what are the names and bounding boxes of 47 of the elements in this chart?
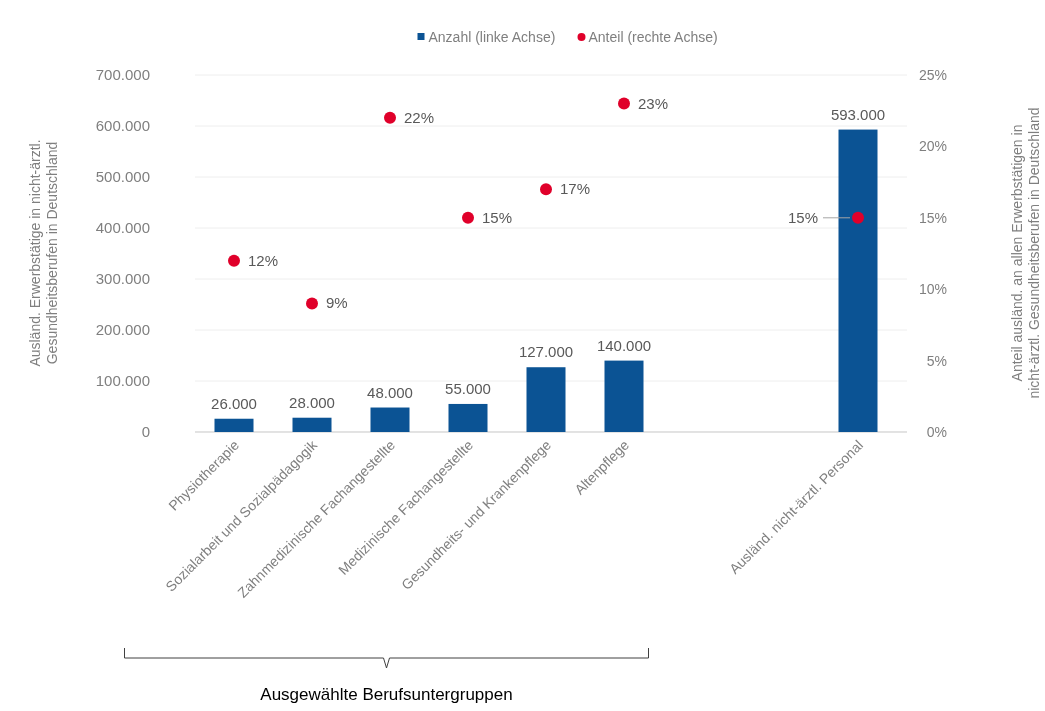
data-label: 23% [638,94,669,112]
data-label: 140.000 [596,336,652,354]
bar [214,418,254,432]
y-tick-label: 600.000 [95,117,150,134]
y2-tick-label: 20% [918,138,947,155]
bar [838,129,878,432]
data-label: 48.000 [367,383,413,401]
bar [370,407,410,432]
legend-label: Anzahl (linke Achse) [428,29,556,45]
y-tick-label: 400.000 [95,219,150,236]
data-label: 593.000 [830,105,886,123]
y-tick-label: 100.000 [95,372,150,389]
y-tick-label: 700.000 [95,66,150,83]
y2-tick-label: 15% [918,209,947,226]
data-label: 55.000 [445,379,491,397]
data-label: 28.000 [289,393,335,411]
y-tick-label: 0 [141,423,150,440]
y-tick-label: 500.000 [95,168,150,185]
data-label: 22% [404,108,435,126]
bar [526,367,566,432]
data-label: 15% [482,208,513,226]
y2-axis-title: Anteil ausländ. an allen Erwerbstätigen in nicht-ärztl. Gesundheitsberufen in Deutschland [1009,107,1042,399]
point [618,97,630,110]
point [306,297,318,310]
point [462,211,474,224]
data-label: 17% [560,180,591,198]
y2-tick-label: 10% [918,281,947,298]
y2-tick-label: 0% [926,424,947,440]
data-label: 127.000 [518,343,574,361]
y2-tick-label: 25% [918,67,947,83]
point [228,254,240,267]
y2-tick-label: 5% [926,352,947,369]
bar [448,403,488,432]
bar [604,360,644,432]
y-tick-label: 200.000 [95,321,150,338]
y-tick-label: 300.000 [95,270,150,287]
data-label: 12% [248,251,279,269]
point [384,111,396,124]
legend-label: Anteil (rechte Achse) [588,29,718,45]
bar [292,417,332,432]
text: Ausgewählte Berufsuntergruppen [260,685,513,704]
data-label: 9% [326,294,348,312]
point [852,211,864,224]
data-label: 26.000 [211,394,257,412]
point [540,183,552,196]
y-axis-title: Ausländ. Erwerbstätige in nicht-ärztl. Gesundheitsberufen in Deutschland [27,139,60,367]
data-label: 15% [787,208,818,226]
